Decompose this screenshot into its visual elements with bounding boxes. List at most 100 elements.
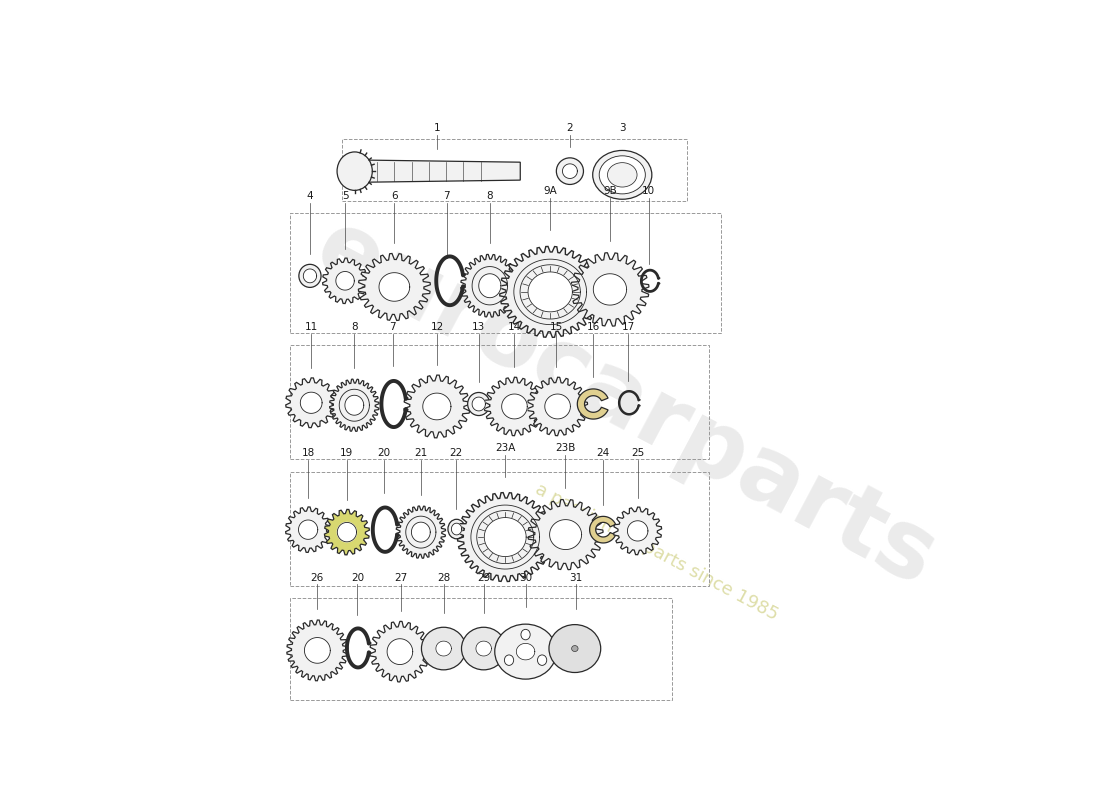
- Text: 7: 7: [389, 322, 396, 332]
- Text: 22: 22: [449, 448, 463, 458]
- Text: 1: 1: [434, 123, 441, 133]
- Ellipse shape: [521, 630, 530, 640]
- Polygon shape: [627, 521, 648, 541]
- Ellipse shape: [337, 152, 372, 190]
- Polygon shape: [502, 394, 527, 419]
- Polygon shape: [499, 246, 601, 338]
- Polygon shape: [590, 516, 616, 543]
- Text: 3: 3: [619, 123, 626, 133]
- Text: 8: 8: [351, 322, 358, 332]
- Bar: [289, 346, 708, 459]
- Ellipse shape: [505, 655, 514, 666]
- Text: 23A: 23A: [495, 443, 516, 454]
- Polygon shape: [286, 507, 331, 552]
- Polygon shape: [461, 254, 519, 317]
- Polygon shape: [550, 520, 582, 550]
- Polygon shape: [304, 269, 317, 282]
- Text: 6: 6: [390, 190, 398, 201]
- Ellipse shape: [299, 264, 321, 287]
- Text: 19: 19: [340, 448, 353, 458]
- Text: 31: 31: [570, 573, 583, 582]
- Polygon shape: [544, 394, 571, 419]
- Polygon shape: [287, 620, 348, 681]
- Polygon shape: [305, 638, 330, 663]
- Polygon shape: [451, 523, 462, 535]
- Ellipse shape: [468, 393, 490, 415]
- Text: 12: 12: [431, 322, 444, 332]
- Text: 5: 5: [342, 190, 349, 201]
- Polygon shape: [571, 253, 649, 326]
- Polygon shape: [476, 641, 492, 656]
- Polygon shape: [411, 522, 430, 542]
- Text: 13: 13: [472, 322, 485, 332]
- Polygon shape: [345, 395, 364, 415]
- Polygon shape: [322, 258, 367, 303]
- Ellipse shape: [538, 655, 547, 666]
- Ellipse shape: [448, 519, 465, 539]
- Polygon shape: [422, 393, 451, 420]
- Text: 30: 30: [519, 573, 532, 582]
- Text: 7: 7: [443, 190, 450, 201]
- Ellipse shape: [607, 162, 637, 187]
- Polygon shape: [354, 160, 520, 182]
- Ellipse shape: [593, 150, 652, 199]
- Polygon shape: [359, 254, 430, 321]
- Text: 10: 10: [642, 186, 656, 196]
- Bar: [289, 472, 708, 586]
- Bar: [289, 598, 671, 700]
- Polygon shape: [484, 518, 526, 557]
- Polygon shape: [472, 397, 485, 411]
- Polygon shape: [324, 510, 370, 555]
- Text: 9A: 9A: [543, 186, 557, 196]
- Polygon shape: [516, 643, 535, 660]
- Text: 20: 20: [351, 573, 364, 582]
- Polygon shape: [593, 274, 627, 305]
- Text: 21: 21: [415, 448, 428, 458]
- Ellipse shape: [495, 624, 557, 679]
- Polygon shape: [528, 378, 587, 436]
- Polygon shape: [336, 271, 354, 290]
- Polygon shape: [458, 493, 553, 582]
- Ellipse shape: [600, 156, 646, 194]
- Text: 11: 11: [305, 322, 318, 332]
- Text: 28: 28: [437, 573, 450, 582]
- Text: eurocarparts: eurocarparts: [300, 202, 950, 606]
- Polygon shape: [614, 507, 661, 554]
- Polygon shape: [338, 522, 356, 542]
- Polygon shape: [578, 389, 608, 419]
- Polygon shape: [436, 641, 451, 656]
- Ellipse shape: [549, 625, 601, 673]
- Polygon shape: [562, 164, 578, 178]
- Polygon shape: [379, 273, 409, 302]
- Text: 23B: 23B: [554, 443, 575, 454]
- Polygon shape: [286, 378, 337, 428]
- Bar: [289, 213, 720, 333]
- Text: 25: 25: [631, 448, 645, 458]
- Polygon shape: [370, 622, 430, 682]
- Ellipse shape: [421, 627, 465, 670]
- Polygon shape: [300, 392, 322, 414]
- Text: 4: 4: [307, 190, 314, 201]
- Text: 15: 15: [550, 322, 563, 332]
- Ellipse shape: [462, 627, 506, 670]
- Text: 16: 16: [586, 322, 600, 332]
- Text: 29: 29: [477, 573, 491, 582]
- Text: 26: 26: [310, 573, 324, 582]
- Polygon shape: [478, 274, 500, 298]
- Text: 24: 24: [596, 448, 609, 458]
- Text: 17: 17: [621, 322, 635, 332]
- Text: 8: 8: [486, 190, 493, 201]
- Ellipse shape: [557, 158, 583, 185]
- Ellipse shape: [572, 646, 579, 651]
- Polygon shape: [528, 499, 603, 570]
- Bar: [342, 139, 686, 201]
- Polygon shape: [330, 379, 380, 431]
- Text: 27: 27: [394, 573, 407, 582]
- Polygon shape: [396, 506, 446, 558]
- Text: 2: 2: [566, 123, 573, 133]
- Text: 18: 18: [301, 448, 315, 458]
- Polygon shape: [528, 272, 572, 312]
- Polygon shape: [484, 378, 544, 436]
- Text: a passion for parts since 1985: a passion for parts since 1985: [531, 480, 781, 624]
- Text: 14: 14: [508, 322, 521, 332]
